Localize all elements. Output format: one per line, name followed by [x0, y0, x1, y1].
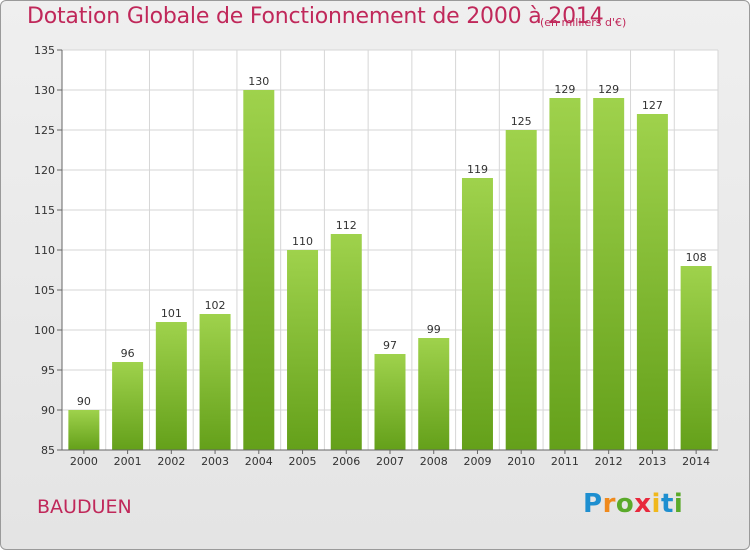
- bar-value-label: 96: [121, 347, 135, 360]
- commune-name: BAUDUEN: [37, 496, 132, 518]
- bar-value-label: 97: [383, 339, 397, 352]
- bar: [505, 130, 537, 450]
- bar-value-label: 101: [161, 307, 182, 320]
- x-tick-label: 2001: [114, 455, 142, 468]
- logo-letter: o: [615, 489, 635, 519]
- bar: [680, 266, 712, 450]
- y-tick-label: 90: [41, 404, 55, 417]
- x-tick-label: 2000: [70, 455, 98, 468]
- y-tick-label: 115: [34, 204, 55, 217]
- bar: [330, 234, 362, 450]
- x-tick-label: 2011: [551, 455, 579, 468]
- bar: [418, 338, 450, 450]
- logo-letter: x: [634, 489, 652, 519]
- bar: [461, 178, 493, 450]
- y-tick-label: 95: [41, 364, 55, 377]
- value-labels: 90 96 101 102 130 110 112 97 99 119 125 129 129 127 10…: [77, 75, 707, 408]
- x-tick-label: 2009: [463, 455, 491, 468]
- x-tick-label: 2002: [157, 455, 185, 468]
- bar: [155, 322, 187, 450]
- bars: [68, 90, 712, 450]
- bar-value-label: 102: [205, 299, 226, 312]
- chart-unit: (en milliers d'€): [540, 16, 627, 29]
- y-tick-label: 120: [34, 164, 55, 177]
- y-tick-label: 110: [34, 244, 55, 257]
- logo-letter: P: [583, 489, 603, 519]
- bar-value-label: 90: [77, 395, 91, 408]
- proxiti-logo[interactable]: Proxiti: [583, 489, 683, 519]
- x-tick-label: 2014: [682, 455, 710, 468]
- logo-letter: i: [651, 489, 661, 519]
- bar-value-label: 127: [642, 99, 663, 112]
- logo-letter: t: [660, 489, 674, 519]
- bar: [593, 98, 625, 450]
- bar-value-label: 119: [467, 163, 488, 176]
- bar: [199, 314, 231, 450]
- logo-letter: i: [673, 489, 684, 519]
- x-tick-label: 2013: [638, 455, 666, 468]
- bar-value-label: 129: [554, 83, 575, 96]
- bar: [287, 250, 319, 450]
- y-tick-label: 125: [34, 124, 55, 137]
- bar-value-label: 112: [336, 219, 357, 232]
- x-tick-label: 2007: [376, 455, 404, 468]
- x-tick-label: 2008: [420, 455, 448, 468]
- x-tick-label: 2010: [507, 455, 535, 468]
- y-tick-label: 130: [34, 84, 55, 97]
- y-tick-label: 105: [34, 284, 55, 297]
- y-tick-label: 100: [34, 324, 55, 337]
- bar-value-label: 129: [598, 83, 619, 96]
- bar-value-label: 125: [511, 115, 532, 128]
- bar: [112, 362, 144, 450]
- bar-value-label: 108: [686, 251, 707, 264]
- y-tick-label: 85: [41, 444, 55, 457]
- bar: [68, 410, 100, 450]
- x-tick-label: 2004: [245, 455, 273, 468]
- y-tick-label: 135: [34, 44, 55, 57]
- bar: [549, 98, 581, 450]
- bar-value-label: 110: [292, 235, 313, 248]
- logo-letter: r: [602, 489, 616, 519]
- x-tick-label: 2006: [332, 455, 360, 468]
- x-tick-label: 2012: [595, 455, 623, 468]
- bar: [636, 114, 668, 450]
- bar: [243, 90, 275, 450]
- bar: [374, 354, 406, 450]
- x-axis: 2000 2001 2002 2003 2004 2005 2006 2007 2008 2009…: [62, 449, 718, 468]
- chart-title: Dotation Globale de Fonctionnement de 20…: [27, 4, 604, 29]
- x-tick-label: 2003: [201, 455, 229, 468]
- y-axis: 85 90 95 100 105 110 115 120 125 130 135: [34, 44, 63, 457]
- x-tick-label: 2005: [289, 455, 317, 468]
- bar-value-label: 99: [427, 323, 441, 336]
- bar-value-label: 130: [248, 75, 269, 88]
